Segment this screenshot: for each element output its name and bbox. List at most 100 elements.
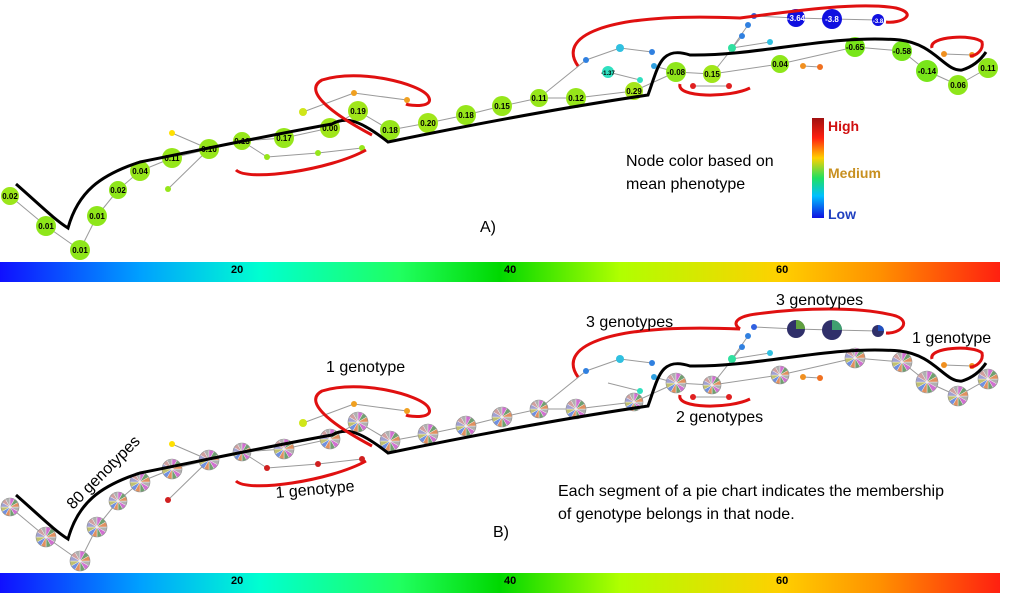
node-value-label: 0.04 xyxy=(772,60,788,69)
graph-node xyxy=(651,63,657,69)
graph-edge xyxy=(619,47,653,53)
sub-loop-path xyxy=(314,74,432,137)
annotation-3-genotypes-left: 3 genotypes xyxy=(586,314,673,331)
node-value-label: 0.01 xyxy=(89,212,105,221)
graph-edge xyxy=(943,364,973,367)
sub-loop-path xyxy=(234,459,367,488)
graph-edge xyxy=(779,357,856,376)
graph-node xyxy=(359,456,365,462)
pie-outline xyxy=(108,491,128,511)
sub-loop-path xyxy=(734,307,906,335)
node-value-label: 0.00 xyxy=(322,124,338,133)
pie-outline xyxy=(702,375,722,395)
graph-node xyxy=(87,206,107,226)
graph-node xyxy=(649,360,655,366)
node-value-label: 0.10 xyxy=(201,145,217,154)
node-value-label: -3.8 xyxy=(825,15,839,24)
node-value-label: 0.02 xyxy=(110,186,126,195)
pie-outline xyxy=(69,550,91,572)
graph-edge xyxy=(943,53,973,56)
node-value-label: 0.20 xyxy=(420,119,436,128)
graph-node xyxy=(616,44,624,52)
graph-node xyxy=(726,394,732,400)
panel-b-caption-line: of genotype belongs in that node. xyxy=(558,506,795,523)
graph-node xyxy=(787,9,805,27)
graph-node xyxy=(299,108,307,116)
node-value-label: -3.8 xyxy=(873,19,884,25)
genotype-pie xyxy=(891,351,913,373)
pie-outline xyxy=(529,399,549,419)
graph-edge xyxy=(711,374,781,386)
color-bar-tick: 40 xyxy=(504,575,517,587)
graph-node xyxy=(767,39,773,45)
graph-node xyxy=(380,120,400,140)
annotation-1-genotype-top: 1 genotype xyxy=(326,359,405,376)
annotation-2-genotypes: 2 genotypes xyxy=(676,409,763,426)
graph-node xyxy=(690,394,696,400)
graph-node xyxy=(941,362,947,368)
graph-node xyxy=(530,89,548,107)
graph-node xyxy=(583,57,589,63)
graph-node xyxy=(404,408,410,414)
node-value-label: 0.12 xyxy=(568,94,584,103)
sub-loop-path xyxy=(678,394,751,408)
graph-node xyxy=(948,75,968,95)
node-value-label: 0.18 xyxy=(382,126,398,135)
node-value-label: 0.15 xyxy=(704,70,720,79)
genotype-pie xyxy=(35,526,57,548)
graph-node xyxy=(728,44,736,52)
pie-outline xyxy=(35,526,57,548)
pie-outline xyxy=(565,398,587,420)
graph-edge xyxy=(607,382,641,392)
graph-node xyxy=(351,401,357,407)
graph-node xyxy=(169,441,175,447)
genotype-pie xyxy=(702,375,722,395)
graph-node xyxy=(616,355,624,363)
graph-node xyxy=(771,55,789,73)
graph-node xyxy=(351,90,357,96)
annotation-3-genotypes-right: 3 genotypes xyxy=(776,292,863,309)
genotype-node-segment xyxy=(832,320,842,330)
graph-edge xyxy=(353,403,408,412)
color-bar-tick: 60 xyxy=(776,575,789,587)
graph-edge xyxy=(779,46,856,65)
color-bar-tick: 20 xyxy=(231,575,244,587)
node-value-label: 0.29 xyxy=(626,87,642,96)
sub-loop-path xyxy=(930,346,984,369)
trajectory-path xyxy=(15,37,988,231)
graph-edge xyxy=(538,370,587,410)
graph-edge xyxy=(585,358,621,372)
pie-outline xyxy=(273,438,295,460)
trajectory-path xyxy=(15,348,988,542)
panel-b-caption-line: Each segment of a pie chart indicates th… xyxy=(558,483,944,500)
graph-node xyxy=(767,350,773,356)
graph-node xyxy=(637,77,643,83)
node-value-label: 0.11 xyxy=(531,94,547,103)
graph-node xyxy=(817,64,823,70)
graph-node xyxy=(264,154,270,160)
pie-outline xyxy=(915,370,939,394)
annotation-1-genotype-right: 1 genotype xyxy=(912,330,991,347)
graph-node xyxy=(739,344,745,350)
graph-node xyxy=(264,465,270,471)
genotype-pie xyxy=(108,491,128,511)
graph-node xyxy=(315,150,321,156)
phenotype-color-legend: High Medium Low Node color based on mean phe… xyxy=(626,118,881,222)
node-value-label: -0.65 xyxy=(846,43,865,52)
color-bar-bottom: 20 40 60 xyxy=(0,573,1000,593)
graph-node xyxy=(649,49,655,55)
graph-node xyxy=(822,9,842,29)
legend-medium-label: Medium xyxy=(828,165,881,181)
graph-node xyxy=(169,130,175,136)
graph-node xyxy=(739,33,745,39)
graph-node xyxy=(70,240,90,260)
sub-loop-path xyxy=(314,385,432,448)
genotype-pie xyxy=(347,411,369,433)
pie-outline xyxy=(347,411,369,433)
graph-edge xyxy=(538,59,587,99)
graph-node xyxy=(651,374,657,380)
genotype-pie xyxy=(455,415,477,437)
legend-caption-line: mean phenotype xyxy=(626,176,745,193)
color-bar-top: 20 40 60 xyxy=(0,262,1000,282)
